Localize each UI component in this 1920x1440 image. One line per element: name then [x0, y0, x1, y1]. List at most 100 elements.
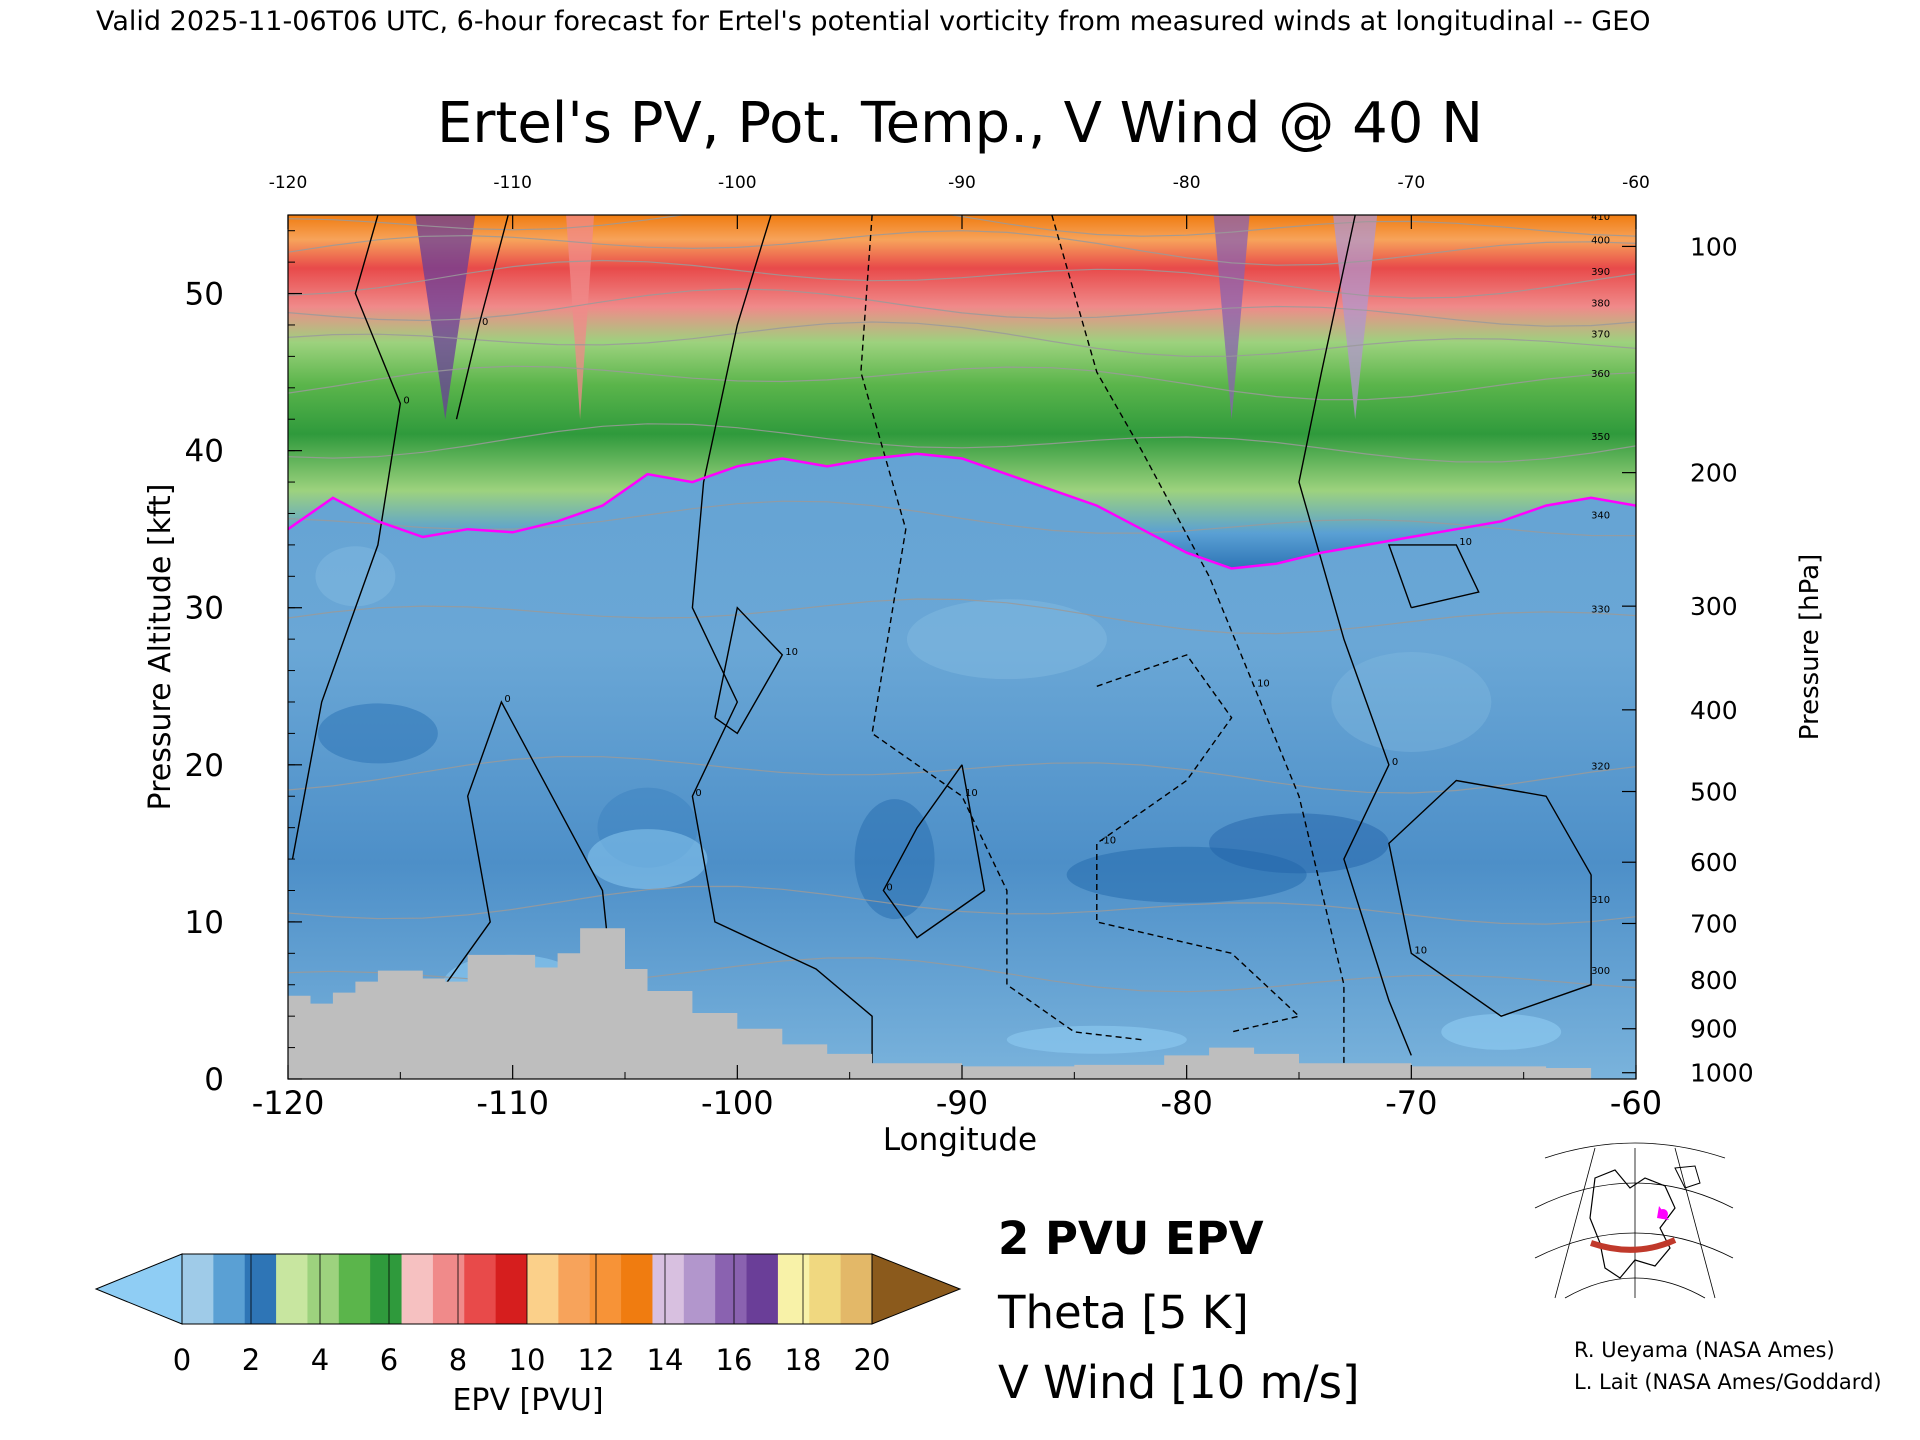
y-tick-label: 0 — [204, 1062, 224, 1098]
y-axis-label-right: Pressure [hPa] — [1795, 554, 1825, 741]
legend-v-wind: V Wind [10 m/s] — [998, 1356, 1360, 1409]
theta-label: 410 — [1591, 212, 1610, 223]
v-wind-contour — [1388, 779, 1592, 1017]
pressure-tick-label: 700 — [1690, 909, 1738, 938]
theta-label: 320 — [1591, 762, 1610, 773]
v-wind-contour — [882, 764, 986, 939]
colorbar-label: EPV [PVU] — [452, 1383, 603, 1418]
colorbar-tick-label: 6 — [380, 1343, 398, 1377]
x-tick-label-top: -90 — [948, 173, 976, 193]
x-tick-label: -80 — [1161, 1084, 1213, 1122]
v-wind-contours: 0 0 0 0 10 0 10 -10 10 0 10 10 — [291, 215, 1592, 1064]
pressure-tick-label: 600 — [1690, 848, 1738, 877]
x-tick-label-top: -80 — [1173, 173, 1201, 193]
terrain — [288, 928, 1636, 1079]
x-tick-label-top: -120 — [269, 173, 308, 193]
pressure-tick-label: 300 — [1690, 592, 1738, 621]
colorbar-swatch — [589, 1254, 622, 1324]
theta-label: 390 — [1591, 267, 1610, 278]
theta-contour — [288, 755, 1636, 794]
v-wind-label: 10 — [1414, 945, 1427, 956]
v-wind-contour — [691, 215, 873, 1064]
theta-label: 310 — [1591, 895, 1610, 906]
colorbar-tick-label: 14 — [647, 1343, 684, 1377]
y-tick-label: 50 — [185, 277, 224, 313]
colorbar-tick-label: 0 — [173, 1343, 191, 1377]
epv-shade — [315, 546, 396, 607]
colorbar-tick-label: 12 — [578, 1343, 615, 1377]
colorbar-tick-label: 16 — [716, 1343, 753, 1377]
colorbar-tick-label: 4 — [311, 1343, 329, 1377]
theta-contour — [288, 365, 1636, 401]
colorbar-swatch — [840, 1254, 873, 1324]
theta-label: 300 — [1591, 966, 1610, 977]
colorbar-swatch — [244, 1254, 277, 1324]
theta-label: 330 — [1591, 605, 1610, 616]
v-wind-label: 0 — [695, 788, 701, 799]
x-axis-label: Longitude — [883, 1122, 1037, 1158]
valid-time-header: Valid 2025-11-06T06 UTC, 6-hour forecast… — [96, 6, 1651, 37]
v-wind-contour — [1096, 654, 1301, 1033]
v-wind-contour — [291, 215, 402, 860]
theta-contour — [288, 500, 1636, 537]
x-tick-label: -120 — [252, 1084, 325, 1122]
theta-label: 400 — [1591, 235, 1610, 246]
colorbar-tick-label: 10 — [509, 1343, 546, 1377]
v-wind-contour — [1387, 544, 1480, 609]
v-wind-label: 0 — [886, 882, 892, 893]
globe-map-icon — [1534, 1142, 1734, 1299]
credit-line-1: R. Ueyama (NASA Ames) — [1574, 1338, 1835, 1362]
colorbar-swatch — [307, 1254, 340, 1324]
theta-contour — [288, 598, 1636, 635]
epv-shade — [1441, 1013, 1562, 1050]
colorbar-swatch — [558, 1254, 591, 1324]
theta-label: 360 — [1591, 369, 1610, 380]
colorbar-swatch — [276, 1254, 308, 1324]
axes: -120-120-110-110-100-100-90-90-80-80-70-… — [185, 173, 1754, 1122]
colorbar-swatch — [715, 1254, 748, 1324]
v-wind-contour — [860, 215, 1142, 1041]
pressure-tick-label: 800 — [1690, 966, 1738, 995]
theta-contour — [288, 230, 1636, 266]
colorbar-swatch — [621, 1254, 653, 1324]
x-tick-label: -110 — [476, 1084, 549, 1122]
pv-filament — [566, 215, 595, 420]
v-wind-label: 0 — [504, 694, 510, 705]
v-wind-label: 0 — [1392, 757, 1398, 768]
epv-shade — [1066, 846, 1307, 903]
x-tick-label: -70 — [1385, 1084, 1437, 1122]
credit-line-2: L. Lait (NASA Ames/Goddard) — [1574, 1370, 1882, 1394]
theta-contour — [288, 288, 1636, 327]
v-wind-contour — [1298, 215, 1412, 1056]
colorbar-tick-label: 18 — [785, 1343, 822, 1377]
x-tick-label-top: -60 — [1622, 173, 1650, 193]
pressure-tick-label: 1000 — [1690, 1059, 1754, 1088]
colorbar-swatch — [809, 1254, 842, 1324]
colorbar-swatch — [182, 1254, 214, 1324]
colorbar: 0 2 4 6 8 10 12 14 16 18 20 — [94, 1253, 962, 1377]
colorbar-swatch — [527, 1254, 559, 1324]
v-wind-contour — [1051, 215, 1345, 1064]
theta-label: 370 — [1591, 330, 1610, 341]
colorbar-tick-label: 20 — [854, 1343, 891, 1377]
colorbar-tick-label: 2 — [242, 1343, 260, 1377]
theta-contour — [288, 259, 1636, 299]
colorbar-swatch — [777, 1254, 810, 1324]
colorbar-swatch — [746, 1254, 779, 1324]
theta-contour — [288, 423, 1636, 463]
pressure-tick-label: 400 — [1690, 696, 1738, 725]
pv-filament — [1213, 215, 1250, 420]
x-tick-label: -100 — [701, 1084, 774, 1122]
north-america-outline — [1589, 1169, 1676, 1279]
colorbar-swatch — [683, 1254, 716, 1324]
x-tick-label-top: -110 — [493, 173, 532, 193]
theta-label: 350 — [1591, 432, 1610, 443]
pressure-tick-label: 900 — [1690, 1015, 1738, 1044]
v-wind-contour — [455, 215, 509, 420]
colorbar-swatch — [213, 1254, 246, 1324]
y-tick-label: 40 — [185, 434, 224, 470]
theta-label: 380 — [1591, 298, 1610, 309]
colorbar-swatch — [370, 1254, 403, 1324]
tropopause-2pvu-line — [288, 452, 1636, 570]
